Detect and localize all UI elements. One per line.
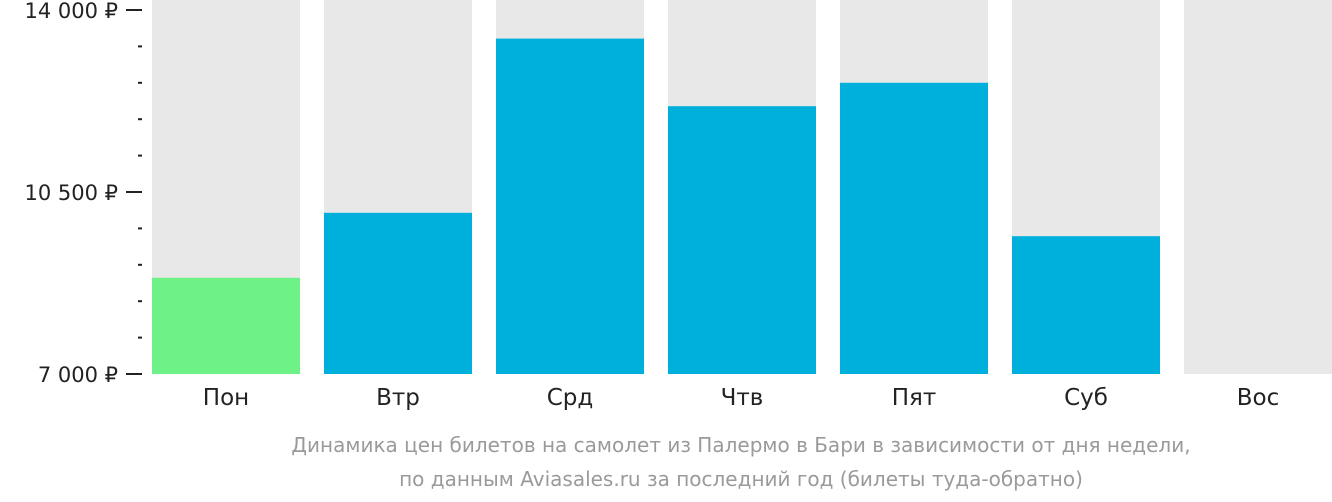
x-tick-label-2: Срд — [547, 385, 594, 411]
bar-0 — [152, 277, 300, 374]
bar-5 — [1012, 236, 1160, 374]
x-tick-label-1: Втр — [376, 385, 420, 411]
y-tick-label-2: 14 000 ₽ — [24, 0, 118, 23]
x-tick-label-5: Суб — [1064, 385, 1108, 411]
chart-caption-line-2: по данным Aviasales.ru за последний год … — [399, 467, 1083, 491]
x-tick-label-0: Пон — [203, 385, 249, 411]
x-tick-label-3: Чтв — [721, 385, 764, 411]
bar-2 — [496, 38, 644, 374]
bar-3 — [668, 106, 816, 374]
price-by-weekday-chart: Пон Втр Срд Чтв Пят Суб Вос 7 000 ₽ 10 500 ₽ 14 0… — [24, 0, 1332, 411]
x-tick-label-4: Пят — [892, 385, 937, 411]
y-tick-label-1: 10 500 ₽ — [24, 181, 118, 205]
chart-caption-line-1: Динамика цен билетов на самолет из Палер… — [291, 433, 1191, 457]
x-tick-label-6: Вос — [1237, 385, 1280, 411]
bar-background-6 — [1184, 0, 1332, 374]
y-tick-label-0: 7 000 ₽ — [38, 363, 118, 387]
bar-4 — [840, 82, 988, 375]
bar-1 — [324, 212, 472, 374]
